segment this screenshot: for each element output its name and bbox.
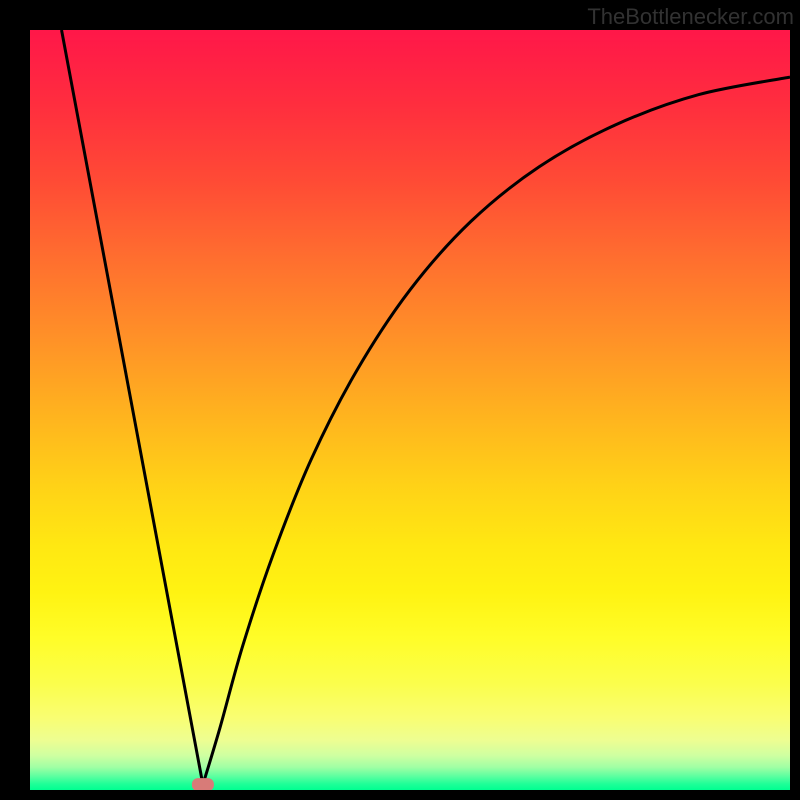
min-marker [192,778,214,791]
watermark-text: TheBottlenecker.com [587,4,794,30]
plot-svg [0,0,800,800]
gradient-background [30,30,790,790]
